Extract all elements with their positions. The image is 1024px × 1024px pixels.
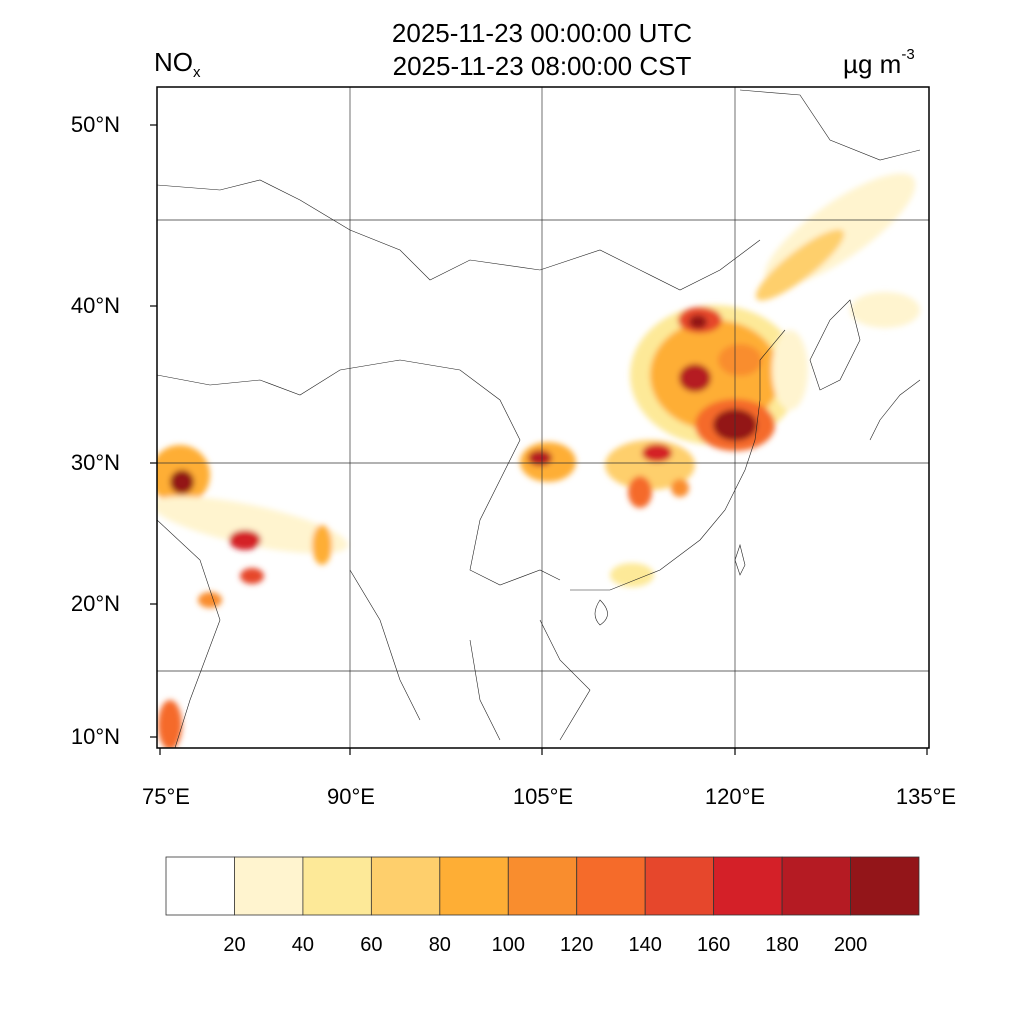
variable-name: NO: [154, 47, 193, 77]
plume-kolkata: [312, 525, 332, 565]
lat-label-10: 10°N: [70, 724, 120, 749]
lat-label-40: 40°N: [70, 293, 120, 318]
map-frame: [156, 86, 930, 749]
plume-beijing-core: [689, 315, 707, 329]
lat-label-20: 20°N: [70, 591, 120, 616]
lon-label-90: 90°E: [327, 784, 375, 809]
graticule: [157, 87, 929, 748]
lon-label-135: 135°E: [895, 784, 957, 809]
colorbar-swatch: [370, 856, 441, 916]
colorbar-swatch: [439, 856, 509, 916]
colorbar-label: 180: [765, 934, 799, 956]
title-cst: 2025-11-23 08:00:00 CST: [392, 51, 692, 81]
plume-india-north: [170, 470, 194, 494]
colorbar-swatch: [644, 856, 715, 916]
colorbar-label: 160: [696, 934, 731, 956]
plume-shandong: [718, 344, 762, 376]
colorbar-swatch: [850, 856, 920, 916]
plume-india-a: [229, 530, 261, 550]
lat-label-30: 30°N: [70, 450, 120, 475]
lon-label-75: 75°E: [142, 784, 190, 809]
colorbar-swatch: [302, 856, 372, 916]
variable-label: NOx: [154, 49, 201, 80]
coastlines-borders: [157, 89, 921, 748]
lon-label-105: 105°E: [512, 784, 574, 809]
colorbar-swatch: [165, 856, 235, 916]
plume-hebei: [679, 364, 711, 392]
units-superscript: -3: [901, 46, 915, 64]
concentration-field: [157, 173, 920, 748]
plume-sichuan: [528, 450, 552, 466]
variable-subscript: x: [193, 64, 201, 82]
colorbar-label: 20: [223, 934, 246, 956]
title-utc: 2025-11-23 00:00:00 UTC: [391, 18, 693, 48]
plume-wuhan: [642, 444, 672, 462]
plume-hunan: [628, 476, 652, 508]
plume-jiangxi: [671, 479, 689, 497]
colorbar-label: 80: [428, 934, 451, 956]
lon-label-120: 120°E: [704, 784, 766, 809]
plume-india-south: [158, 700, 182, 748]
plume-northeast-core: [755, 229, 845, 301]
plume-central-outer: [605, 440, 695, 490]
colorbar-swatch: [507, 856, 578, 916]
colorbar: [165, 856, 920, 916]
units-label: µg m-3: [843, 47, 915, 79]
plume-india-band: [157, 496, 348, 554]
colorbar-swatch: [781, 856, 851, 916]
colorbar-swatch: [713, 856, 783, 916]
colorbar-swatch: [576, 856, 646, 916]
plume-india-b: [240, 568, 264, 584]
plume-coast: [772, 330, 808, 410]
plume-india-c: [198, 592, 222, 608]
lat-label-50: 50°N: [70, 112, 120, 137]
units-text: µg m: [843, 49, 902, 79]
plume-korea-east: [850, 292, 920, 328]
colorbar-label: 120: [560, 934, 594, 956]
colorbar-swatch: [234, 856, 304, 916]
colorbar-label: 200: [833, 934, 868, 956]
colorbar-label: 100: [491, 934, 525, 956]
colorbar-label: 140: [628, 934, 662, 956]
colorbar-label: 40: [291, 934, 315, 956]
axis-ticks: [150, 124, 928, 755]
plume-pearl-river: [610, 563, 654, 587]
colorbar-label: 60: [360, 934, 383, 956]
